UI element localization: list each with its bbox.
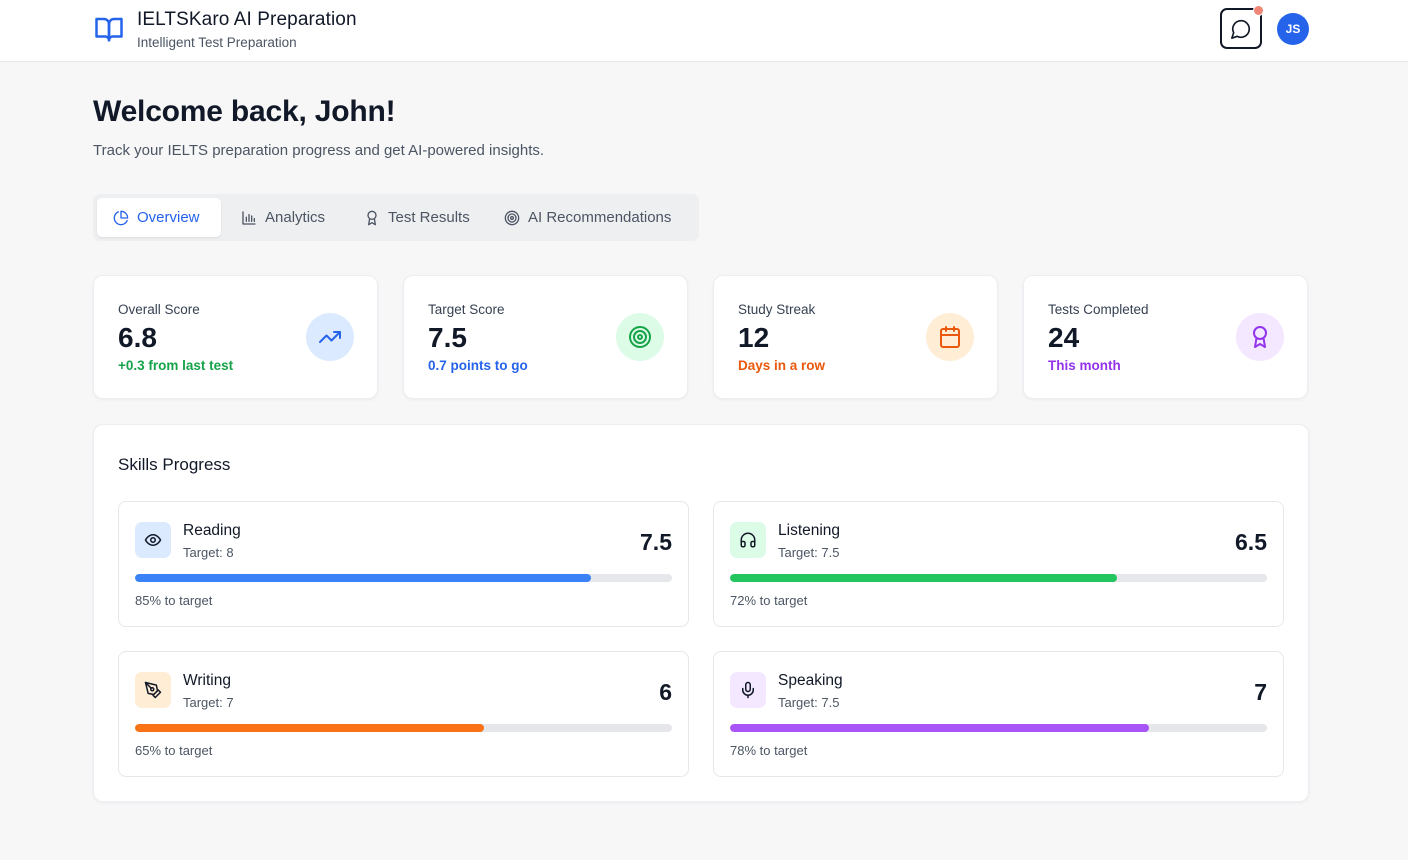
stat-card-study-streak: Study Streak 12 Days in a row	[713, 275, 998, 399]
avatar[interactable]: JS	[1277, 13, 1309, 45]
bar-chart-icon	[242, 210, 256, 225]
progress-bar	[730, 724, 1267, 732]
tab-label: Overview	[137, 209, 200, 226]
skill-name: Speaking	[778, 672, 843, 689]
book-open-icon	[95, 17, 123, 42]
skill-name: Writing	[183, 672, 231, 689]
stat-value: 12	[738, 322, 770, 353]
progress-bar	[730, 574, 1267, 582]
notification-dot	[1253, 5, 1264, 16]
skill-score: 7.5	[640, 529, 672, 555]
stat-note: This month	[1048, 358, 1121, 373]
tab-overview[interactable]: Overview	[97, 198, 221, 237]
stat-icon-container	[926, 313, 974, 361]
progress-bar	[135, 574, 672, 582]
stat-value: 24	[1048, 322, 1080, 353]
top-header: IELTSKaro AI Preparation Intelligent Tes…	[0, 0, 1408, 62]
award-icon	[1253, 326, 1267, 348]
stat-icon-container	[616, 313, 664, 361]
app-subtitle: Intelligent Test Preparation	[137, 35, 297, 50]
stat-note: Days in a row	[738, 358, 826, 373]
progress-text: 78% to target	[730, 743, 808, 758]
skills-progress-panel: Skills Progress Reading Target: 8 7.5 85…	[93, 424, 1309, 802]
skill-score: 6.5	[1235, 529, 1267, 555]
progress-bar	[135, 724, 672, 732]
app-title: IELTSKaro AI Preparation	[137, 9, 357, 30]
stat-label: Overall Score	[118, 302, 200, 317]
trending-up-icon	[319, 331, 341, 343]
skill-icon-container	[730, 522, 766, 558]
skill-icon-container	[135, 522, 171, 558]
eye-icon	[144, 534, 162, 546]
tab-ai-recommendations[interactable]: AI Recommendations	[488, 198, 687, 237]
skill-score: 6	[659, 679, 672, 705]
stat-icon-container	[1236, 313, 1284, 361]
progress-fill	[135, 724, 485, 732]
skill-card-listening: Listening Target: 7.5 6.5 72% to target	[713, 501, 1284, 627]
award-icon	[367, 210, 377, 225]
tab-analytics[interactable]: Analytics	[225, 198, 341, 237]
skill-target: Target: 8	[183, 545, 234, 560]
section-title: Skills Progress	[118, 455, 231, 474]
skill-card-speaking: Speaking Target: 7.5 7 78% to target	[713, 651, 1284, 777]
tab-test-results[interactable]: Test Results	[348, 198, 486, 237]
target-icon	[629, 326, 651, 348]
progress-text: 72% to target	[730, 593, 808, 608]
headphones-icon	[740, 532, 756, 548]
skill-card-reading: Reading Target: 8 7.5 85% to target	[118, 501, 689, 627]
stat-card-overall-score: Overall Score 6.8 +0.3 from last test	[93, 275, 378, 399]
skill-icon-container	[135, 672, 171, 708]
stat-icon-container	[306, 313, 354, 361]
page-title: Welcome back, John!	[93, 95, 396, 128]
skill-name: Reading	[183, 522, 241, 539]
skill-score: 7	[1254, 679, 1267, 705]
pie-chart-icon	[113, 210, 129, 225]
skill-target: Target: 7	[183, 695, 234, 710]
progress-fill	[730, 724, 1149, 732]
stat-label: Study Streak	[738, 302, 816, 317]
pen-tool-icon	[144, 681, 162, 699]
calendar-icon	[940, 326, 960, 348]
tab-bar: Overview Analytics Test Results AI Recom…	[93, 194, 699, 241]
skill-name: Listening	[778, 522, 841, 539]
skill-target: Target: 7.5	[778, 695, 840, 710]
page-subtitle: Track your IELTS preparation progress an…	[93, 142, 545, 159]
stat-label: Target Score	[428, 302, 505, 317]
stat-value: 6.8	[118, 322, 157, 353]
stat-note: +0.3 from last test	[118, 358, 234, 373]
skill-target: Target: 7.5	[778, 545, 840, 560]
progress-text: 65% to target	[135, 743, 213, 758]
stat-card-tests-completed: Tests Completed 24 This month	[1023, 275, 1308, 399]
mic-icon	[742, 681, 754, 699]
tab-label: AI Recommendations	[528, 209, 672, 226]
skill-card-writing: Writing Target: 7 6 65% to target	[118, 651, 689, 777]
skill-icon-container	[730, 672, 766, 708]
tab-label: Test Results	[388, 209, 470, 226]
progress-text: 85% to target	[135, 593, 213, 608]
progress-fill	[135, 574, 592, 582]
message-circle-icon	[1231, 19, 1251, 39]
progress-fill	[730, 574, 1117, 582]
stat-card-target-score: Target Score 7.5 0.7 points to go	[403, 275, 688, 399]
stat-value: 7.5	[428, 322, 467, 353]
stat-note: 0.7 points to go	[428, 358, 528, 373]
target-icon	[504, 210, 520, 225]
tab-label: Analytics	[265, 209, 326, 226]
stat-label: Tests Completed	[1048, 302, 1149, 317]
